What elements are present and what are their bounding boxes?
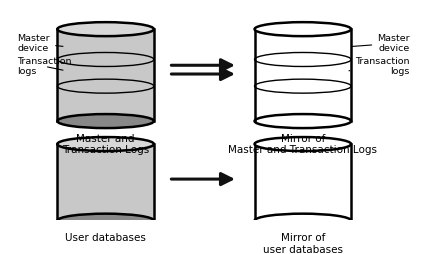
Text: Mirror of
Master and Transaction Logs: Mirror of Master and Transaction Logs (228, 134, 377, 155)
Ellipse shape (255, 114, 351, 128)
Ellipse shape (255, 137, 351, 151)
Polygon shape (255, 29, 351, 121)
Text: Mirror of
user databases: Mirror of user databases (263, 233, 343, 254)
Text: Master
device: Master device (18, 34, 63, 53)
Ellipse shape (57, 114, 154, 128)
Text: Master
device: Master device (352, 34, 410, 53)
Ellipse shape (57, 214, 154, 228)
Ellipse shape (57, 22, 154, 36)
Text: User databases: User databases (65, 233, 146, 243)
Text: Transaction
logs: Transaction logs (349, 57, 410, 76)
Polygon shape (57, 29, 154, 121)
Ellipse shape (255, 22, 351, 36)
Ellipse shape (255, 214, 351, 228)
Text: Master and
Transaction Logs: Master and Transaction Logs (62, 134, 149, 155)
Ellipse shape (57, 137, 154, 151)
Polygon shape (255, 144, 351, 221)
Text: Transaction
logs: Transaction logs (18, 57, 72, 76)
Polygon shape (57, 144, 154, 221)
